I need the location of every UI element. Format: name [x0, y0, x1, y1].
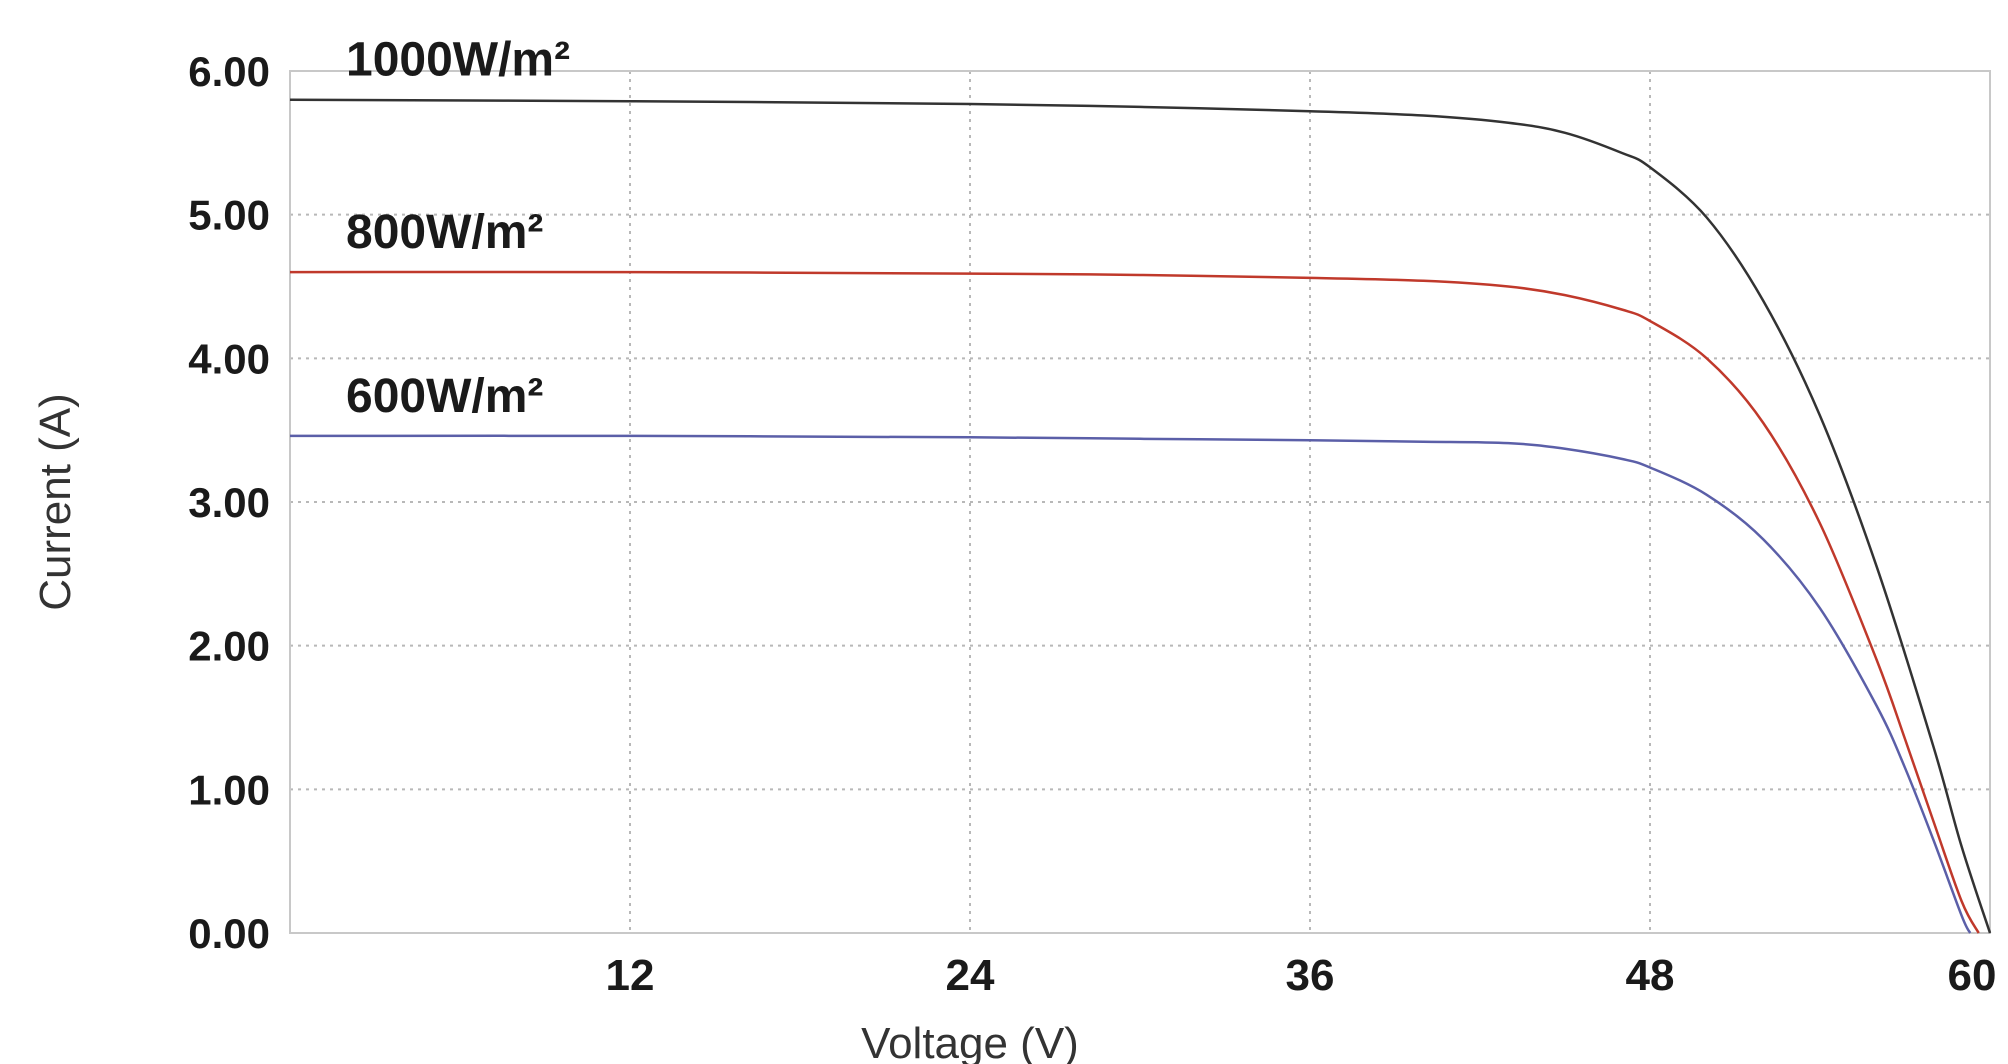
x-tick-label: 12 [606, 951, 655, 1000]
series-line [289, 434, 1972, 934]
x-axis-ticks: 12 24 36 48 60 [606, 951, 1997, 1000]
x-tick-label: 36 [1286, 951, 1335, 1000]
series-labels: 1000W/m² 800W/m² 600W/m² [346, 34, 570, 423]
series-label: 1000W/m² [346, 34, 570, 87]
series-line [289, 98, 1992, 934]
y-axis-title: Current (A) [31, 393, 80, 611]
grid [290, 70, 1990, 933]
x-tick-label: 60 [1948, 951, 1997, 1000]
y-tick-label: 4.00 [188, 335, 270, 382]
x-axis-title: Voltage (V) [861, 1019, 1079, 1064]
series-label: 800W/m² [346, 206, 543, 259]
y-tick-label: 3.00 [188, 479, 270, 526]
y-axis-ticks: 0.00 1.00 2.00 3.00 4.00 5.00 6.00 [188, 48, 270, 957]
x-tick-label: 48 [1626, 951, 1675, 1000]
curves [289, 98, 1992, 934]
x-tick-label: 24 [946, 951, 995, 1000]
series-label: 600W/m² [346, 370, 543, 423]
series-line [289, 270, 1980, 934]
y-tick-label: 1.00 [188, 766, 270, 813]
y-tick-label: 5.00 [188, 192, 270, 239]
y-tick-label: 6.00 [188, 48, 270, 95]
plot-frame [289, 70, 1991, 934]
y-tick-label: 2.00 [188, 623, 270, 670]
y-tick-label: 0.00 [188, 910, 270, 957]
